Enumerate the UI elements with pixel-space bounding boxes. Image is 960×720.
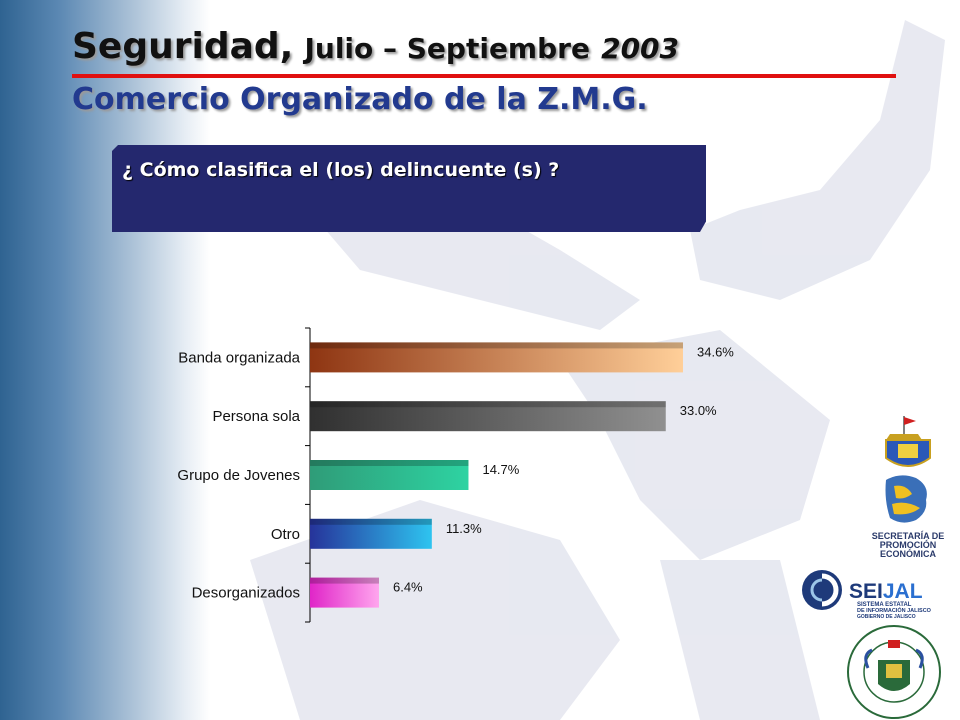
bar-banda-organizada [310, 342, 683, 373]
bar-top-shade [310, 518, 432, 525]
slide-subtitle: Comercio Organizado de la Z.M.G. [72, 82, 648, 117]
title-year: 2003 [601, 32, 680, 65]
value-label: 33.0% [680, 403, 717, 418]
svg-text:SEIJAL: SEIJAL [849, 580, 923, 603]
seijal-line3: GOBIERNO DE JALISCO [857, 614, 916, 620]
seijal-logo-icon: SEIJAL SISTEMA ESTATAL DE INFORMACIÓN JA… [802, 570, 932, 620]
spe-logo-icon: SECRETARÍA DE PROMOCIÓN ECONÓMICA [872, 475, 945, 559]
category-label: Persona sola [212, 408, 300, 425]
category-label: Grupo de Jovenes [177, 467, 300, 484]
jalisco-coat-of-arms-icon [885, 416, 931, 467]
bar-top-shade [310, 401, 666, 408]
value-label: 11.3% [446, 521, 482, 536]
bar-persona-sola [310, 401, 666, 432]
bar-otro [310, 518, 432, 549]
value-label: 6.4% [393, 580, 423, 595]
seijal-line2: DE INFORMACIÓN JALISCO [857, 606, 932, 614]
question-box: ¿ Cómo clasifica el (los) delincuente (s… [112, 145, 706, 232]
bar-grupo-de-jovenes [310, 460, 469, 490]
title-underline [72, 74, 896, 78]
spe-line1: SECRETARÍA DE [872, 531, 945, 541]
category-label: Banda organizada [178, 349, 300, 366]
seijal-name-b: JAL [883, 580, 923, 603]
sponsor-logos: SECRETARÍA DE PROMOCIÓN ECONÓMICA SEIJAL… [802, 416, 945, 719]
bar-top-shade [310, 577, 379, 584]
bar-top-shade [310, 342, 683, 349]
bar-desorganizados [310, 577, 379, 608]
category-label: Desorganizados [192, 585, 300, 602]
camara-seal-icon [847, 625, 941, 719]
slide-title: Seguridad, Julio – Septiembre 2003 [72, 26, 679, 67]
left-gradient-band [0, 0, 210, 720]
title-topic: Seguridad, [72, 26, 294, 67]
value-label: 14.7% [482, 462, 519, 477]
value-label: 34.6% [697, 344, 734, 359]
seijal-name-a: SEI [849, 580, 883, 603]
question-text: ¿ Cómo clasifica el (los) delincuente (s… [122, 159, 560, 181]
seijal-line1: SISTEMA ESTATAL [857, 602, 912, 608]
bar-top-shade [310, 460, 469, 466]
title-period: Julio – Septiembre [304, 32, 590, 65]
spe-line2: PROMOCIÓN [880, 539, 937, 550]
spe-line3: ECONÓMICA [880, 548, 937, 559]
category-label: Otro [271, 526, 300, 543]
